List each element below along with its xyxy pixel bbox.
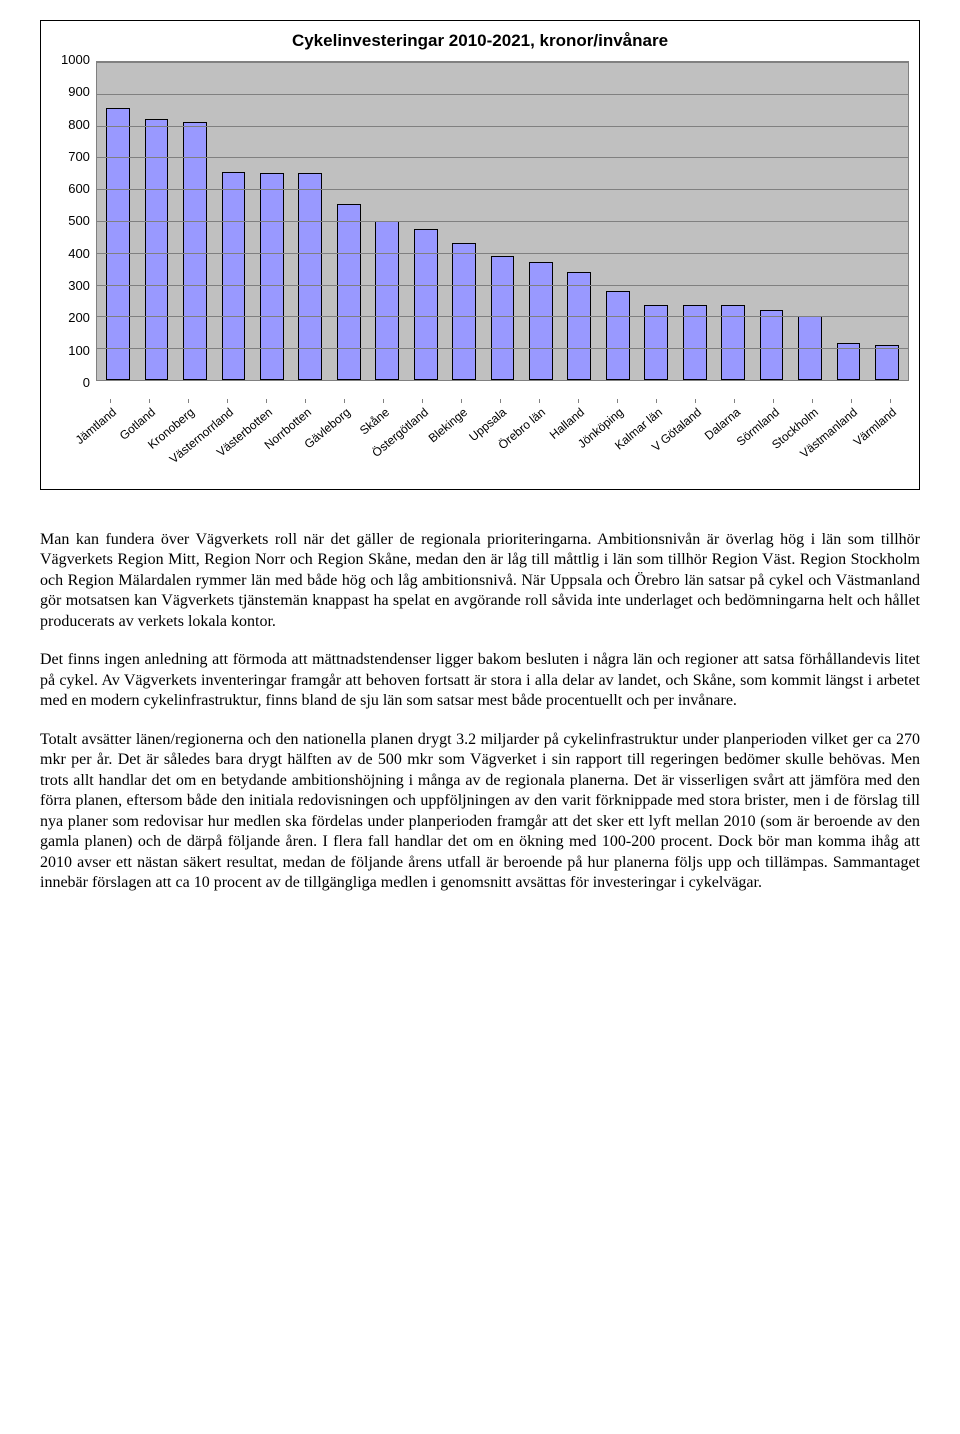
plot-area bbox=[96, 61, 909, 381]
x-tick bbox=[695, 399, 696, 403]
x-tick bbox=[812, 399, 813, 403]
x-tick bbox=[149, 399, 150, 403]
x-label: Dalarna bbox=[714, 405, 753, 485]
x-tick bbox=[617, 399, 618, 403]
paragraph: Det finns ingen anledning att förmoda at… bbox=[40, 650, 920, 711]
grid-line bbox=[97, 189, 908, 190]
grid-line bbox=[97, 221, 908, 222]
x-tick bbox=[578, 399, 579, 403]
x-label: Halland bbox=[558, 405, 597, 485]
bar bbox=[491, 256, 515, 380]
bar bbox=[452, 243, 476, 380]
x-tick bbox=[890, 399, 891, 403]
x-tick bbox=[383, 399, 384, 403]
body-text: Man kan fundera över Vägverkets roll när… bbox=[40, 530, 920, 894]
grid-line bbox=[97, 285, 908, 286]
y-axis: 10009008007006005004003002001000 bbox=[61, 53, 96, 389]
y-tick: 900 bbox=[68, 85, 90, 98]
y-tick: 500 bbox=[68, 214, 90, 227]
grid-line bbox=[97, 316, 908, 317]
y-tick: 800 bbox=[68, 118, 90, 131]
x-axis: JämtlandGotlandKronobergVästernorrlandVä… bbox=[91, 405, 909, 485]
x-tick bbox=[110, 399, 111, 403]
grid-line bbox=[97, 157, 908, 158]
grid-line bbox=[97, 62, 908, 63]
grid-line bbox=[97, 253, 908, 254]
chart-frame: Cykelinvesteringar 2010-2021, kronor/inv… bbox=[40, 20, 920, 490]
x-label: Gävleborg bbox=[325, 405, 364, 485]
x-tick bbox=[461, 399, 462, 403]
y-tick: 100 bbox=[68, 344, 90, 357]
x-tick bbox=[539, 399, 540, 403]
x-label: Östergötland bbox=[403, 405, 442, 485]
bar bbox=[760, 310, 784, 380]
x-label: Örebro län bbox=[519, 405, 558, 485]
y-tick: 400 bbox=[68, 247, 90, 260]
paragraph: Totalt avsätter länen/regionerna och den… bbox=[40, 730, 920, 894]
bar bbox=[567, 272, 591, 380]
bar bbox=[106, 108, 130, 380]
x-label: Västmanland bbox=[831, 405, 870, 485]
x-tick bbox=[305, 399, 306, 403]
x-label: Blekinge bbox=[442, 405, 481, 485]
grid-line bbox=[97, 94, 908, 95]
chart-title: Cykelinvesteringar 2010-2021, kronor/inv… bbox=[51, 31, 909, 51]
paragraph: Man kan fundera över Vägverkets roll när… bbox=[40, 530, 920, 632]
y-tick: 300 bbox=[68, 279, 90, 292]
x-tick bbox=[266, 399, 267, 403]
x-tick bbox=[734, 399, 735, 403]
x-tick bbox=[851, 399, 852, 403]
x-tick bbox=[188, 399, 189, 403]
x-tick bbox=[656, 399, 657, 403]
grid-line bbox=[97, 348, 908, 349]
y-tick: 200 bbox=[68, 311, 90, 324]
x-tick bbox=[227, 399, 228, 403]
bar bbox=[875, 345, 899, 380]
plot-container: 10009008007006005004003002001000 bbox=[61, 61, 909, 381]
bar bbox=[183, 122, 207, 380]
grid-line bbox=[97, 126, 908, 127]
x-label: Jämtland bbox=[91, 405, 130, 485]
y-tick: 1000 bbox=[61, 53, 90, 66]
y-tick: 0 bbox=[83, 376, 90, 389]
x-label-text: Jämtland bbox=[73, 405, 119, 447]
y-tick: 600 bbox=[68, 182, 90, 195]
x-tick bbox=[344, 399, 345, 403]
x-tick bbox=[500, 399, 501, 403]
bar bbox=[414, 229, 438, 380]
x-tick bbox=[422, 399, 423, 403]
bar bbox=[337, 204, 361, 380]
x-label: Värmland bbox=[870, 405, 909, 485]
bar bbox=[529, 262, 553, 380]
bar bbox=[375, 221, 399, 380]
x-tick bbox=[773, 399, 774, 403]
bar bbox=[606, 291, 630, 380]
y-tick: 700 bbox=[68, 150, 90, 163]
x-label: V Götaland bbox=[675, 405, 714, 485]
